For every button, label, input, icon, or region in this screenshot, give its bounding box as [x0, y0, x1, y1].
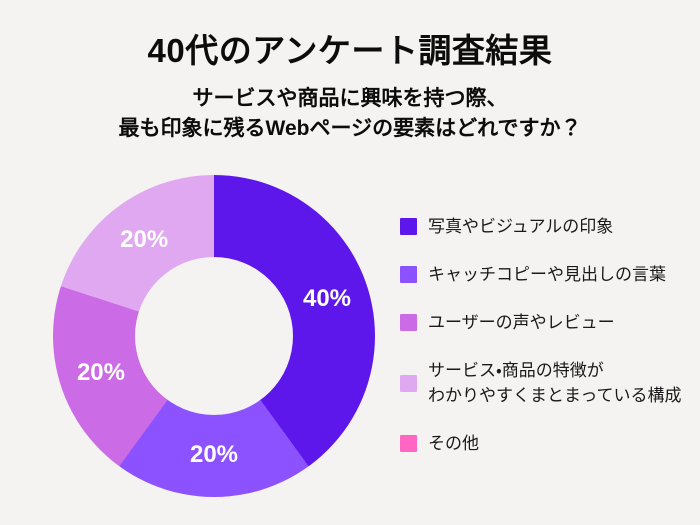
legend-item: サービス・商品の特徴が わかりやすくまとまっている構成	[400, 358, 690, 408]
slice-percentage-label: 20%	[120, 225, 169, 253]
legend-item-label: ユーザーの声やレビュー	[428, 313, 615, 332]
chart-legend: 写真やビジュアルの印象 キャッチコピーや見出しの言葉 ユーザーの声やレビュー サ…	[400, 214, 690, 479]
legend-color-swatch	[400, 374, 417, 392]
slice-percentage-label: 20%	[76, 358, 126, 386]
donut-hole	[135, 257, 293, 415]
legend-color-swatch	[400, 314, 417, 331]
legend-item: ユーザーの声やレビュー	[400, 310, 690, 335]
legend-color-swatch	[400, 266, 417, 283]
donut-chart: 40% 20% 20% 20%	[53, 175, 375, 497]
survey-question-line-1: サービスや商品に興味を持つ際、	[192, 87, 508, 110]
legend-item-label: 写真やビジュアルの印象	[428, 217, 614, 236]
legend-item: 写真やビジュアルの印象	[400, 214, 690, 239]
legend-item: その他	[400, 431, 690, 456]
legend-item-label: サービス・商品の特徴が わかりやすくまとまっている構成	[428, 361, 682, 405]
legend-item-label: その他	[428, 434, 479, 453]
slice-percentage-label: 40%	[302, 285, 352, 313]
slice-percentage-label: 20%	[189, 440, 239, 468]
legend-item-label: キャッチコピーや見出しの言葉	[428, 265, 666, 284]
slice-labels-layer: 40% 20% 20% 20%	[53, 175, 375, 497]
survey-question-line-2: 最も印象に残るWebページの要素はどれですか？	[118, 117, 582, 140]
legend-item: キャッチコピーや見出しの言葉	[400, 262, 690, 287]
legend-color-swatch	[400, 218, 417, 235]
legend-color-swatch	[400, 435, 417, 452]
page-title: 40代のアンケート調査結果	[147, 32, 553, 69]
survey-question: サービスや商品に興味を持つ際、 最も印象に残るWebページの要素はどれですか？	[0, 84, 700, 144]
